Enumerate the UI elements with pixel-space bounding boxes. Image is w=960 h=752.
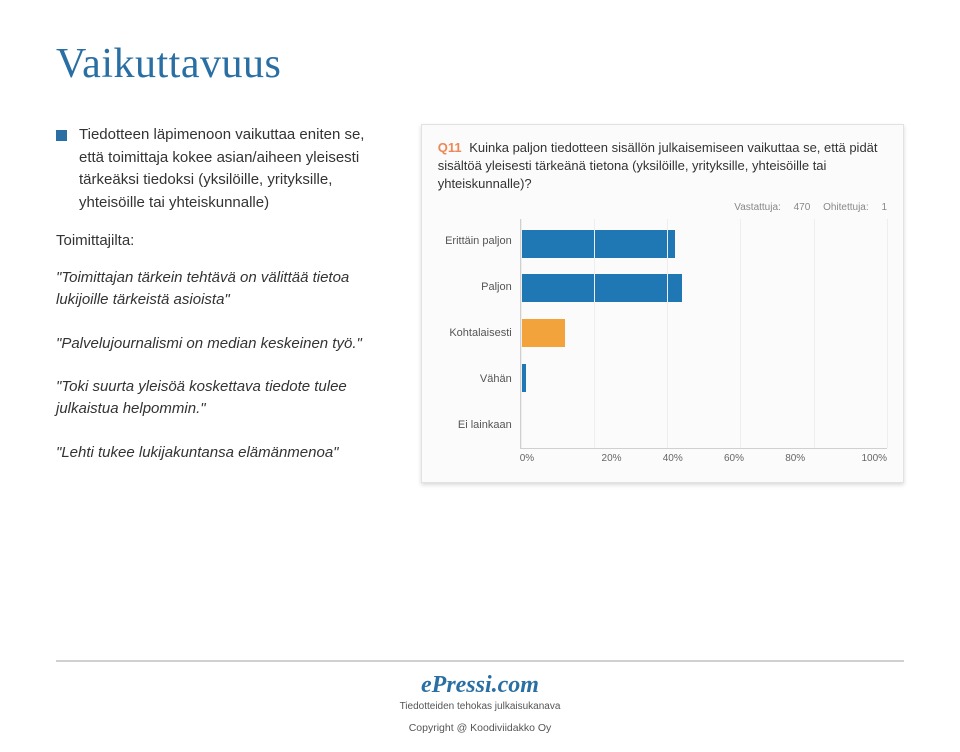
chart-bar (521, 274, 682, 302)
chart-bar (521, 230, 675, 258)
chart-gridline (740, 219, 741, 448)
brand-suffix: .com (492, 672, 539, 698)
quote-3: "Toki suurta yleisöä koskettava tiedote … (56, 376, 393, 420)
chart-meta: Vastattuja: 470 Ohitettuja: 1 (438, 202, 887, 213)
chart-bar (521, 319, 565, 347)
bullet-icon (56, 130, 67, 141)
chart-answered-value: 470 (794, 202, 811, 213)
chart-question-text: Kuinka paljon tiedotteen sisällön julkai… (438, 140, 878, 191)
chart-xlabel: 100% (826, 453, 887, 464)
chart-gridline (667, 219, 668, 448)
bullet-text: Tiedotteen läpimenoon vaikuttaa eniten s… (79, 124, 393, 214)
chart-x-labels: 0%20%40%60%80%100% (520, 453, 887, 464)
chart-gridline (887, 219, 888, 448)
chart-xlabel: 40% (642, 453, 703, 464)
chart-question-label: Q11 (438, 140, 462, 155)
chart-xlabel: 80% (765, 453, 826, 464)
brand-tagline: Tiedotteiden tehokas julkaisukanava (0, 701, 960, 712)
chart-ylabel-4: Ei lainkaan (438, 407, 512, 445)
chart-ylabel-0: Erittäin paljon (438, 223, 512, 261)
chart-ylabel-2: Kohtalaisesti (438, 315, 512, 353)
brand-block: ePressi.com Tiedotteiden tehokas julkais… (0, 672, 960, 712)
quote-1: "Toimittajan tärkein tehtävä on välittää… (56, 267, 393, 311)
chart-question: Q11 Kuinka paljon tiedotteen sisällön ju… (438, 139, 887, 194)
chart-plot (520, 219, 887, 449)
chart-bars (521, 219, 887, 448)
chart-ylabel-3: Vähän (438, 361, 512, 399)
chart-ylabel-1: Paljon (438, 269, 512, 307)
quotes-subhead: Toimittajilta: (56, 232, 393, 249)
chart-card: Q11 Kuinka paljon tiedotteen sisällön ju… (421, 124, 904, 483)
chart-gridline (594, 219, 595, 448)
brand-logo: ePressi.com (0, 672, 960, 699)
left-column: Tiedotteen läpimenoon vaikuttaa eniten s… (56, 124, 393, 486)
quote-2: "Palvelujournalismi on median keskeinen … (56, 333, 393, 355)
chart-gridline (814, 219, 815, 448)
copyright: Copyright @ Koodiviidakko Oy (0, 722, 960, 734)
chart-area: Erittäin paljon Paljon Kohtalaisesti Väh… (438, 219, 887, 449)
chart-skipped-label: Ohitettuja: (823, 202, 869, 213)
chart-xlabel: 20% (581, 453, 642, 464)
chart-y-labels: Erittäin paljon Paljon Kohtalaisesti Väh… (438, 219, 520, 449)
chart-xlabel: 60% (703, 453, 764, 464)
quote-4: "Lehti tukee lukijakuntansa elämänmenoa" (56, 442, 393, 464)
chart-answered-label: Vastattuja: (734, 202, 781, 213)
right-column: Q11 Kuinka paljon tiedotteen sisällön ju… (421, 124, 904, 486)
footer: ePressi.com Tiedotteiden tehokas julkais… (0, 660, 960, 734)
chart-gridline (521, 219, 522, 448)
chart-skipped-value: 1 (881, 202, 887, 213)
brand-name: ePressi (421, 672, 492, 698)
page-title: Vaikuttavuus (56, 40, 904, 88)
footer-rule (56, 660, 904, 662)
bullet-item: Tiedotteen läpimenoon vaikuttaa eniten s… (56, 124, 393, 214)
chart-xlabel: 0% (520, 453, 581, 464)
